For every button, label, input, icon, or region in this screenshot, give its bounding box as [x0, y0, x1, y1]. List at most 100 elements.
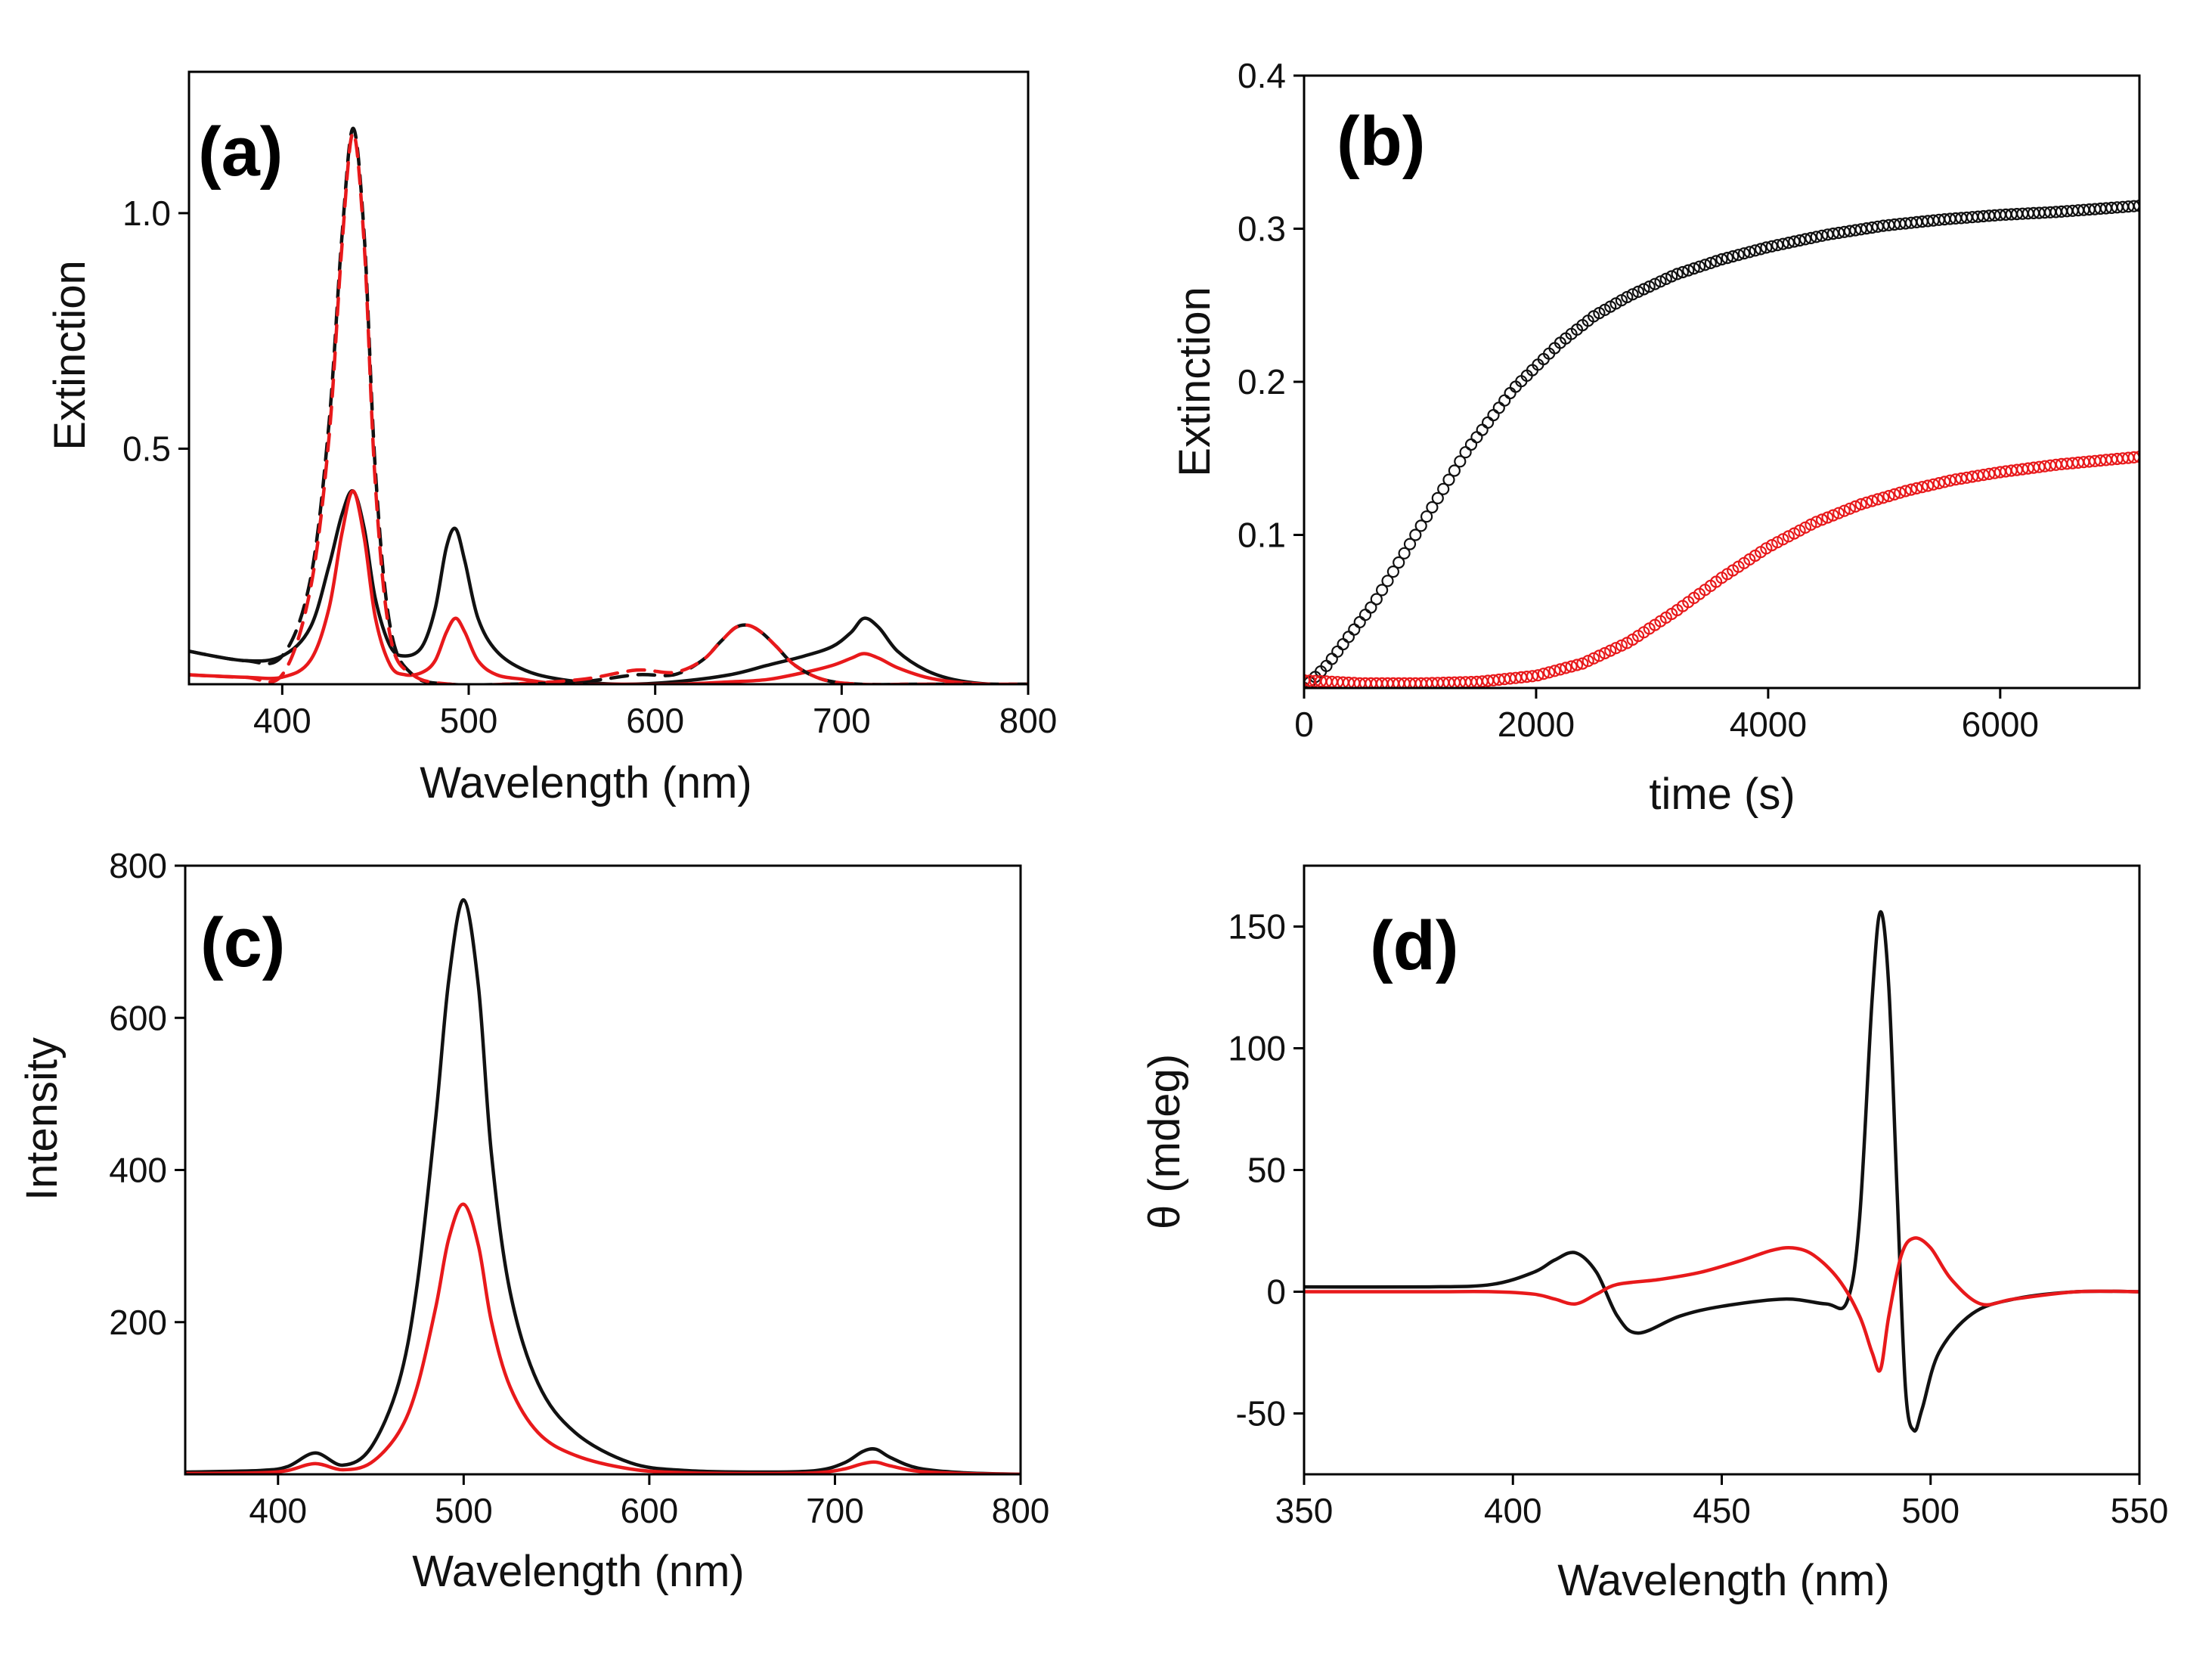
data-point [1899, 485, 1912, 497]
data-point [1932, 476, 1945, 490]
data-point [1944, 474, 1956, 487]
data-point [1960, 471, 1973, 484]
x-tick-label: 6000 [1962, 705, 2039, 744]
series-line-black-dashed [189, 126, 1028, 684]
data-point [1576, 657, 1589, 670]
x-tick-label: 0 [1294, 705, 1314, 744]
x-tick-label: 450 [1693, 1491, 1751, 1530]
data-point [1588, 652, 1600, 665]
data-point [1877, 491, 1890, 504]
data-point [1331, 645, 1344, 658]
data-point [1916, 481, 1929, 494]
data-point [1414, 519, 1427, 532]
y-tick-label: 0.3 [1238, 209, 1286, 249]
series-line-red-cd [1304, 1236, 2139, 1373]
data-point [1437, 482, 1450, 495]
y-tick-label: 50 [1247, 1151, 1286, 1190]
data-point [1710, 255, 1723, 268]
panel-b-label: (b) [1337, 103, 1425, 180]
data-point [1504, 386, 1516, 400]
y-tick-label: 0 [1266, 1272, 1286, 1312]
data-point [1816, 513, 1829, 526]
y-tick-label: 800 [109, 846, 167, 885]
data-point [1843, 225, 1856, 237]
data-point [1353, 615, 1366, 629]
panel-a-label: (a) [198, 113, 283, 191]
panel-b-curves [1304, 200, 2139, 688]
series-red-kinetics [1304, 451, 2139, 688]
data-point [1342, 631, 1355, 643]
panel-b-ticks: 0 2000 4000 6000 0.1 0.2 0.3 0.4 [1238, 56, 2039, 744]
data-point [1732, 249, 1745, 262]
data-point [1743, 246, 1756, 259]
panel-c-ticks: 400 500 600 700 800 200 400 600 800 [109, 846, 1049, 1530]
data-point [1682, 264, 1695, 277]
panel-c-frame [184, 864, 1022, 1476]
data-point [1810, 516, 1823, 528]
data-point [1325, 652, 1338, 665]
panel-c-xlabel: Wavelength (nm) [412, 1547, 744, 1596]
data-point [1737, 247, 1751, 260]
data-point [1771, 239, 1784, 252]
data-point [1348, 623, 1361, 636]
data-point [1798, 233, 1812, 246]
data-point [1860, 222, 1873, 235]
data-point [1826, 509, 1839, 522]
panel-d-xlabel: Wavelength (nm) [1557, 1556, 1889, 1605]
x-tick-label: 400 [253, 701, 311, 740]
data-point [1582, 655, 1594, 668]
data-point [1715, 253, 1728, 266]
y-tick-label: 600 [109, 998, 167, 1037]
data-point [1459, 446, 1472, 459]
series-line-red-emission [185, 1202, 1021, 1474]
data-point [1904, 483, 1918, 496]
panel-b-ylabel: Extinction [1170, 287, 1219, 476]
data-point [1882, 489, 1895, 503]
panel-a-frame [187, 70, 1030, 686]
data-point [1727, 250, 1740, 263]
data-point [1671, 268, 1684, 280]
data-point [1570, 659, 1584, 671]
data-point [1821, 511, 1834, 524]
series-line-red-dashed [189, 131, 1028, 684]
data-point [1426, 501, 1439, 514]
data-point [1537, 668, 1550, 680]
data-point [1832, 507, 1845, 519]
data-point [1560, 662, 1572, 674]
data-point [1631, 285, 1645, 298]
x-tick-label: 500 [440, 701, 498, 740]
data-point [1888, 488, 1901, 501]
data-point [2133, 451, 2139, 463]
panel-d-curves [1304, 910, 2139, 1433]
x-tick-label: 500 [1901, 1491, 1960, 1530]
data-point [1626, 288, 1639, 301]
y-tick-label: -50 [1236, 1394, 1286, 1433]
data-point [1637, 283, 1650, 296]
data-point [1843, 502, 1856, 515]
data-point [1476, 423, 1489, 436]
data-point [1498, 394, 1511, 407]
y-tick-label: 200 [109, 1303, 167, 1342]
panel-c-curves [185, 898, 1021, 1474]
x-tick-label: 700 [813, 701, 871, 740]
panel-d: 350 400 450 500 550 -50 0 50 100 150 (d) Waveleng… [1140, 864, 2168, 1605]
data-point [1615, 639, 1628, 652]
data-point [1659, 272, 1672, 285]
y-tick-label: 100 [1228, 1029, 1286, 1068]
data-point [1910, 482, 1923, 495]
data-point [1548, 665, 1561, 677]
x-tick-label: 800 [992, 1491, 1050, 1530]
data-point [1365, 601, 1377, 614]
data-point [1543, 666, 1556, 679]
data-point [1448, 464, 1461, 477]
panel-a-ylabel: Extinction [45, 260, 94, 450]
data-point [1442, 473, 1455, 486]
data-point [1593, 649, 1606, 662]
y-tick-label: 0.5 [122, 429, 171, 468]
data-point [1598, 646, 1611, 660]
data-point [1337, 637, 1349, 651]
data-point [1665, 270, 1678, 283]
data-point [1481, 416, 1495, 429]
panel-a: 400 500 600 700 800 0.5 1.0 (a) Wavelength (nm… [45, 70, 1057, 807]
